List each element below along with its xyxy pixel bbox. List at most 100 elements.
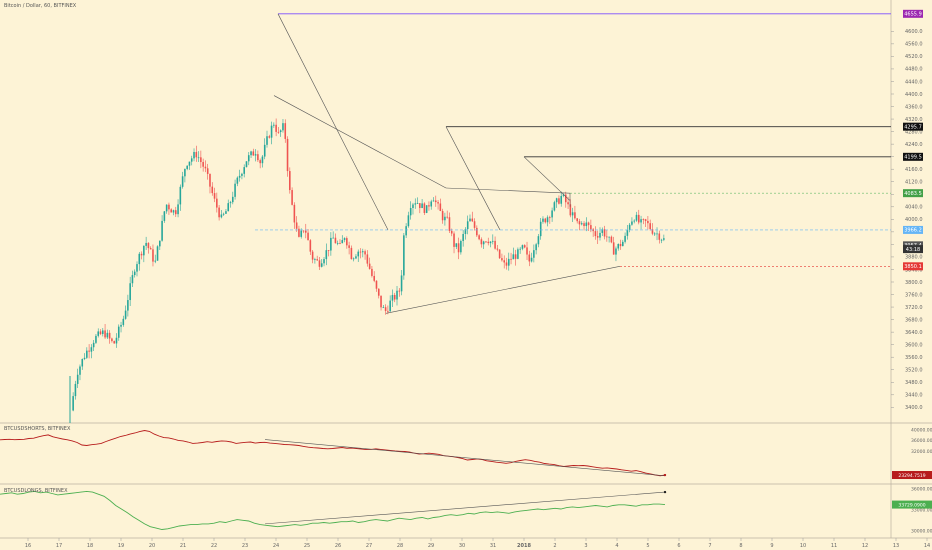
candle-body [403,235,405,276]
candle-body [348,245,350,248]
candle-body [314,259,316,260]
candle-body [332,237,334,239]
candle-body [396,290,398,300]
price-tag-label: 3850.1 [904,264,922,270]
shorts-trend-line [264,439,666,477]
candle-body [366,254,369,264]
candle-body [241,173,243,176]
candle-body [127,300,129,311]
shorts-value-label: 23294.7519 [898,473,925,479]
candle-body [487,241,490,244]
candle-body [83,357,86,359]
price-candles [69,118,665,423]
candle-body [174,210,177,215]
x-tick-label: 30 [459,543,465,549]
candle-body [186,165,188,169]
candle-body [647,220,649,224]
candle-body [419,203,421,209]
candle-body [154,260,157,262]
candle-body [553,202,556,211]
candle-body [129,283,131,301]
candle-body [626,229,629,236]
candle-body [341,240,344,244]
candle-body [368,263,371,269]
diagonal-line [277,13,389,231]
longs-trend-end [663,490,667,494]
candle-body [544,218,547,223]
x-tick-label: 20 [149,543,155,549]
candle-body [245,161,248,168]
candle-body [152,249,154,262]
candle-body [514,254,517,259]
candle-body [197,157,200,159]
candle-body [138,253,141,265]
longs-value-label: 33729.0900 [898,502,925,508]
candle-body [254,154,257,156]
candle-body [234,183,236,197]
candle-body [510,258,512,260]
candle-body [507,258,510,266]
candle-body [204,166,207,169]
triangle-lower-line [385,266,621,314]
candle-body [202,162,204,167]
candle-body [441,210,444,221]
candle-body [318,260,321,267]
candle-body [327,250,330,251]
candle-body [238,175,241,178]
candle-body [156,246,159,261]
y-tick-label: 3720.0 [905,305,923,311]
candle-body [227,203,230,212]
diagonal-line [445,126,501,231]
candle-body [494,240,496,249]
price-tag-label: 3966.2 [904,228,922,234]
candle-body [523,245,526,248]
longs-pane [0,490,667,530]
candle-body [302,230,305,232]
shorts-y-tick-label: 36000.0000 [911,438,932,444]
x-tick-label: 14 [924,543,930,549]
candle-body [311,251,314,260]
candle-body [482,241,485,245]
longs-y-tick-label: 33000.0000 [911,508,932,514]
x-tick-label: 6 [677,543,680,549]
candle-body [400,275,403,292]
x-tick-label: 18 [87,543,93,549]
x-tick-label: 19 [118,543,124,549]
candle-body [352,258,355,260]
candle-body [106,332,109,338]
candle-body [660,239,663,241]
candle-body [279,130,282,133]
x-tick-label: 17 [56,543,62,549]
shorts-last-point [663,473,667,477]
candle-body [574,212,576,219]
candle-body [398,290,401,292]
x-tick-label: 21 [180,543,186,549]
shorts-pane-title: BTCUSDSHORTS, BITFINEX [4,426,71,432]
candle-body [387,310,389,312]
candle-body [517,249,519,259]
candle-body [361,251,364,253]
candle-body [592,229,594,232]
candle-body [485,241,487,243]
candle-body [608,236,610,238]
candle-body [580,223,583,225]
candle-body [384,307,387,311]
candle-body [546,217,549,223]
candle-body [631,221,633,225]
candle-body [350,247,353,260]
price-tag [903,122,923,131]
candle-body [567,202,569,205]
candle-body [651,229,654,234]
candle-body [578,221,581,225]
x-tick-label: 5 [646,543,649,549]
candle-body [220,214,223,218]
candle-body [393,294,396,300]
candle-body [101,330,104,335]
candle-body [270,125,273,138]
candle-body [562,194,565,196]
candle-body [159,240,161,247]
candle-body [304,230,307,233]
candle-body [505,262,508,266]
candle-body [446,216,448,218]
